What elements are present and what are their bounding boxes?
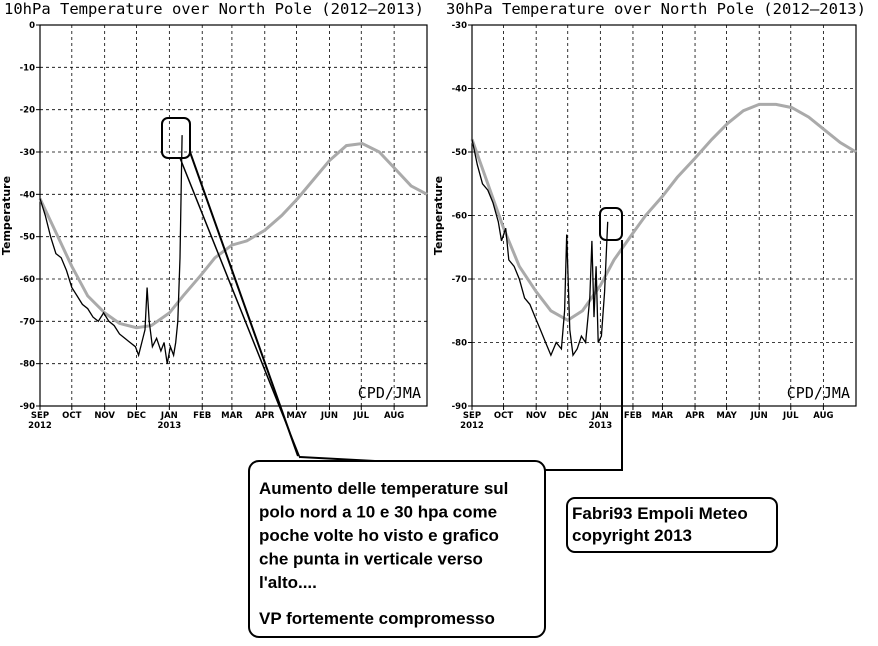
y-tick-label: -20 <box>20 106 35 116</box>
y-tick-label: -30 <box>20 148 35 158</box>
y-tick-label: -60 <box>20 275 35 285</box>
credit-text: copyright 2013 <box>572 526 692 545</box>
pointer-line <box>179 157 301 459</box>
series-line <box>39 135 183 364</box>
x-tick-label: SEP <box>31 411 49 421</box>
y-tick-label: -90 <box>20 402 35 412</box>
y-axis-label: Temperature <box>432 176 445 255</box>
x-year-label: 2013 <box>589 421 613 431</box>
highlight-box <box>161 117 191 159</box>
series-line <box>470 102 857 323</box>
watermark: CPD/JMA <box>358 384 421 402</box>
x-tick-label: SEP <box>463 411 481 421</box>
chart-title: 10hPa Temperature over North Pole (2012–… <box>4 0 424 18</box>
x-year-label: 2012 <box>28 421 52 431</box>
callout-text: l'alto.... <box>259 573 317 592</box>
y-tick-label: -60 <box>452 212 467 222</box>
y-tick-label: -80 <box>452 339 467 349</box>
charts: 10hPa Temperature over North Pole (2012–… <box>0 0 866 431</box>
y-tick-label: -70 <box>20 317 35 327</box>
y-tick-label: -90 <box>452 402 467 412</box>
x-tick-label: JUN <box>320 411 338 421</box>
x-tick-label: AUG <box>813 411 833 421</box>
callout-text: Aumento delle temperature sul <box>259 479 508 498</box>
series-line <box>38 141 428 330</box>
x-tick-label: NOV <box>94 411 115 421</box>
y-tick-label: -50 <box>20 233 35 243</box>
credit-box <box>566 497 778 553</box>
x-tick-label: AUG <box>384 411 404 421</box>
callout-text: polo nord a 10 e 30 hpa come <box>259 503 497 522</box>
callout-text: che punta in verticale verso <box>259 550 483 569</box>
credit-text: Fabri93 Empoli Meteo <box>572 504 748 523</box>
x-tick-label: JUL <box>353 411 370 421</box>
y-tick-label: 0 <box>29 21 35 31</box>
x-tick-label: NOV <box>526 411 547 421</box>
watermark: CPD/JMA <box>787 384 850 402</box>
x-tick-label: APR <box>685 411 705 421</box>
pointer-line <box>189 151 299 457</box>
callout-text: VP fortemente compromesso <box>259 609 495 628</box>
plot-frame <box>39 24 428 407</box>
chart-title: 30hPa Temperature over North Pole (2012–… <box>446 0 866 18</box>
series-line <box>471 139 609 358</box>
callout-text: poche volte ho visto e grafico <box>259 526 499 545</box>
x-tick-label: MAR <box>221 411 243 421</box>
x-tick-label: JUL <box>782 411 799 421</box>
x-tick-label: OCT <box>494 411 513 421</box>
x-tick-label: MAR <box>652 411 674 421</box>
y-tick-label: -50 <box>452 148 467 158</box>
x-tick-label: MAY <box>286 411 307 421</box>
x-tick-label: DEC <box>558 411 577 421</box>
y-tick-label: -70 <box>452 275 467 285</box>
x-tick-label: JAN <box>591 411 609 421</box>
chart: 30hPa Temperature over North Pole (2012–… <box>432 0 866 431</box>
x-tick-label: MAY <box>716 411 737 421</box>
callout-box <box>248 460 546 638</box>
x-tick-label: OCT <box>62 411 81 421</box>
x-tick-label: FEB <box>624 411 642 421</box>
x-year-label: 2012 <box>460 421 484 431</box>
x-tick-label: FEB <box>193 411 211 421</box>
x-tick-label: JUN <box>750 411 768 421</box>
y-tick-label: -40 <box>452 85 467 95</box>
x-year-label: 2013 <box>158 421 182 431</box>
x-tick-label: DEC <box>127 411 146 421</box>
y-tick-label: -30 <box>452 21 467 31</box>
x-tick-label: JAN <box>160 411 178 421</box>
chart: 10hPa Temperature over North Pole (2012–… <box>0 0 428 431</box>
y-tick-label: -80 <box>20 360 35 370</box>
y-tick-label: -40 <box>20 190 35 200</box>
y-tick-label: -10 <box>20 63 35 73</box>
annotations: Aumento delle temperature sul polo nord a… <box>259 479 748 628</box>
x-tick-label: APR <box>255 411 275 421</box>
plot-frame <box>471 24 857 407</box>
y-axis-label: Temperature <box>0 176 13 255</box>
highlight-box <box>599 207 623 241</box>
